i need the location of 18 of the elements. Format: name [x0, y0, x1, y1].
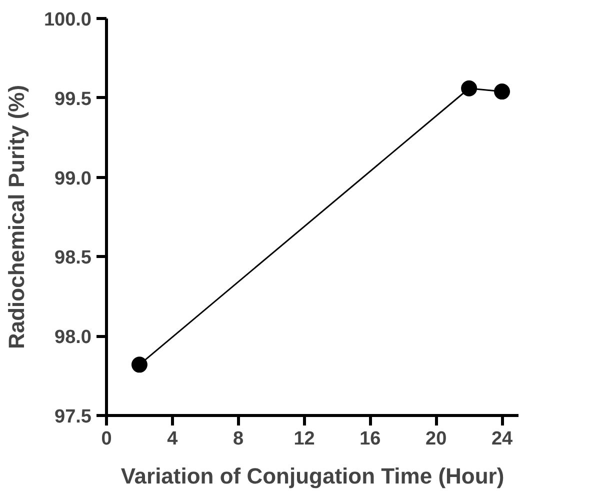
x-tick-label: 4 [167, 428, 178, 450]
y-tick-label: 99.0 [54, 168, 92, 190]
point [494, 84, 510, 100]
x-axis-title: Variation of Conjugation Time (Hour) [120, 464, 504, 488]
x-tick-label: 24 [491, 428, 514, 450]
y-axis-title: Radiochemical Purity (%) [4, 84, 29, 350]
y-tick-label: 100.0 [44, 10, 92, 30]
point [131, 356, 148, 373]
y-tick-label: 97.5 [54, 406, 92, 428]
y-tick-label: 98.0 [54, 327, 92, 348]
x-tick-label: 8 [233, 428, 244, 450]
x-tick-label: 20 [426, 428, 447, 450]
y-tick-label: 98.5 [54, 248, 92, 269]
x-tick-label: 12 [294, 428, 315, 450]
x-tick-label: 0 [101, 428, 112, 450]
y-tick-label: 99.5 [54, 88, 92, 110]
point [461, 80, 478, 96]
x-tick-label: 16 [360, 428, 381, 450]
